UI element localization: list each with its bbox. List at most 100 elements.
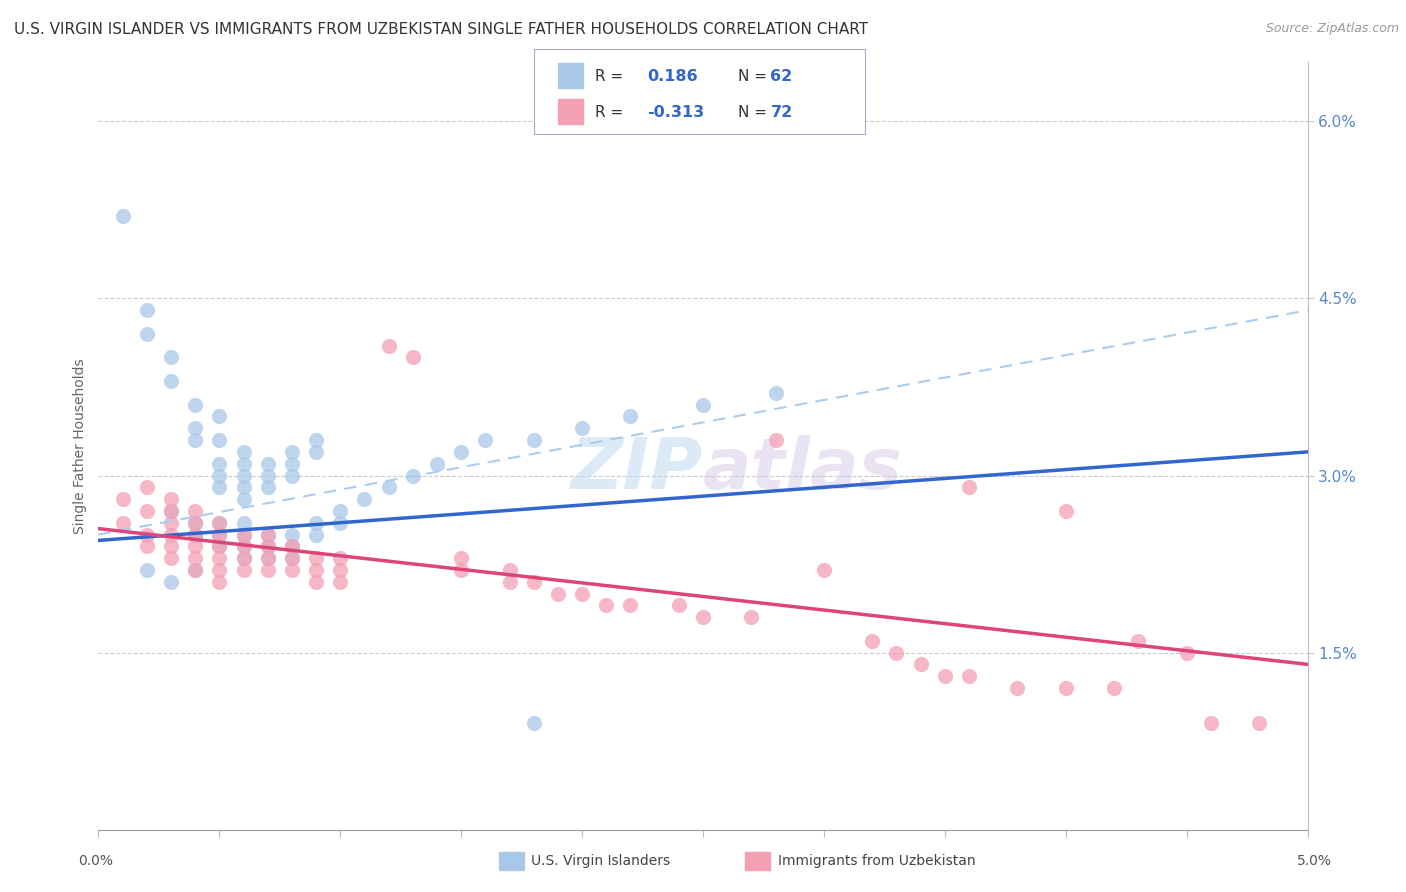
Point: [208, 574, 231, 589]
Point: [184, 563, 207, 577]
Point: [160, 504, 183, 518]
Point: [135, 504, 157, 518]
Point: [208, 539, 231, 553]
Point: [160, 492, 183, 507]
Point: [426, 457, 449, 471]
Point: [305, 574, 328, 589]
Point: [208, 457, 231, 471]
Point: [353, 492, 375, 507]
Point: [305, 563, 328, 577]
Point: [256, 539, 278, 553]
Point: [160, 574, 183, 589]
Point: [910, 657, 932, 672]
Point: [232, 551, 254, 566]
Point: [208, 527, 231, 541]
Point: [208, 516, 231, 530]
Y-axis label: Single Father Households: Single Father Households: [73, 359, 87, 533]
Point: [740, 610, 762, 624]
Point: [523, 433, 546, 447]
Point: [256, 480, 278, 494]
Point: [1054, 681, 1077, 695]
Point: [281, 563, 304, 577]
Point: [160, 527, 183, 541]
Point: [256, 468, 278, 483]
Point: [232, 492, 254, 507]
Point: [305, 551, 328, 566]
Text: N =: N =: [738, 105, 768, 120]
Point: [160, 374, 183, 388]
Point: [135, 480, 157, 494]
Point: [281, 468, 304, 483]
Point: [450, 445, 472, 459]
Point: [232, 527, 254, 541]
Text: Immigrants from Uzbekistan: Immigrants from Uzbekistan: [778, 854, 976, 868]
Point: [498, 563, 520, 577]
Point: [765, 385, 787, 400]
Point: [232, 445, 254, 459]
Point: [523, 574, 546, 589]
Point: [595, 599, 617, 613]
Point: [450, 563, 472, 577]
Point: [208, 409, 231, 424]
Point: [402, 351, 425, 365]
Point: [184, 527, 207, 541]
Text: atlas: atlas: [703, 434, 903, 503]
Point: [135, 539, 157, 553]
Text: N =: N =: [738, 69, 768, 84]
Text: R =: R =: [595, 69, 623, 84]
Point: [135, 303, 157, 318]
Point: [208, 433, 231, 447]
Point: [523, 716, 546, 731]
Point: [934, 669, 956, 683]
Point: [305, 527, 328, 541]
Point: [281, 551, 304, 566]
Point: [377, 480, 399, 494]
Point: [329, 516, 352, 530]
Point: [692, 398, 714, 412]
Point: [305, 516, 328, 530]
Point: [111, 492, 134, 507]
Point: [256, 551, 278, 566]
Point: [111, 516, 134, 530]
Point: [329, 574, 352, 589]
Point: [160, 516, 183, 530]
Point: [184, 516, 207, 530]
Point: [184, 527, 207, 541]
Text: 0.186: 0.186: [647, 69, 697, 84]
Point: [184, 504, 207, 518]
Point: [135, 563, 157, 577]
Point: [1199, 716, 1222, 731]
Point: [329, 551, 352, 566]
Point: [256, 563, 278, 577]
Point: [232, 563, 254, 577]
Text: 5.0%: 5.0%: [1298, 854, 1331, 868]
Point: [329, 504, 352, 518]
Text: R =: R =: [595, 105, 623, 120]
Point: [1102, 681, 1125, 695]
Point: [232, 539, 254, 553]
Point: [281, 539, 304, 553]
Point: [232, 527, 254, 541]
Point: [256, 457, 278, 471]
Text: U.S. Virgin Islanders: U.S. Virgin Islanders: [531, 854, 671, 868]
Point: [1007, 681, 1029, 695]
Point: [692, 610, 714, 624]
Point: [160, 351, 183, 365]
Point: [184, 563, 207, 577]
Point: [232, 480, 254, 494]
Point: [281, 445, 304, 459]
Point: [450, 551, 472, 566]
Point: [160, 539, 183, 553]
Point: [329, 563, 352, 577]
Point: [232, 551, 254, 566]
Point: [1249, 716, 1271, 731]
Point: [1128, 633, 1150, 648]
Point: [281, 539, 304, 553]
Point: [184, 539, 207, 553]
Point: [135, 527, 157, 541]
Point: [208, 527, 231, 541]
Point: [232, 516, 254, 530]
Point: [571, 586, 593, 600]
Point: [208, 551, 231, 566]
Text: 62: 62: [770, 69, 793, 84]
